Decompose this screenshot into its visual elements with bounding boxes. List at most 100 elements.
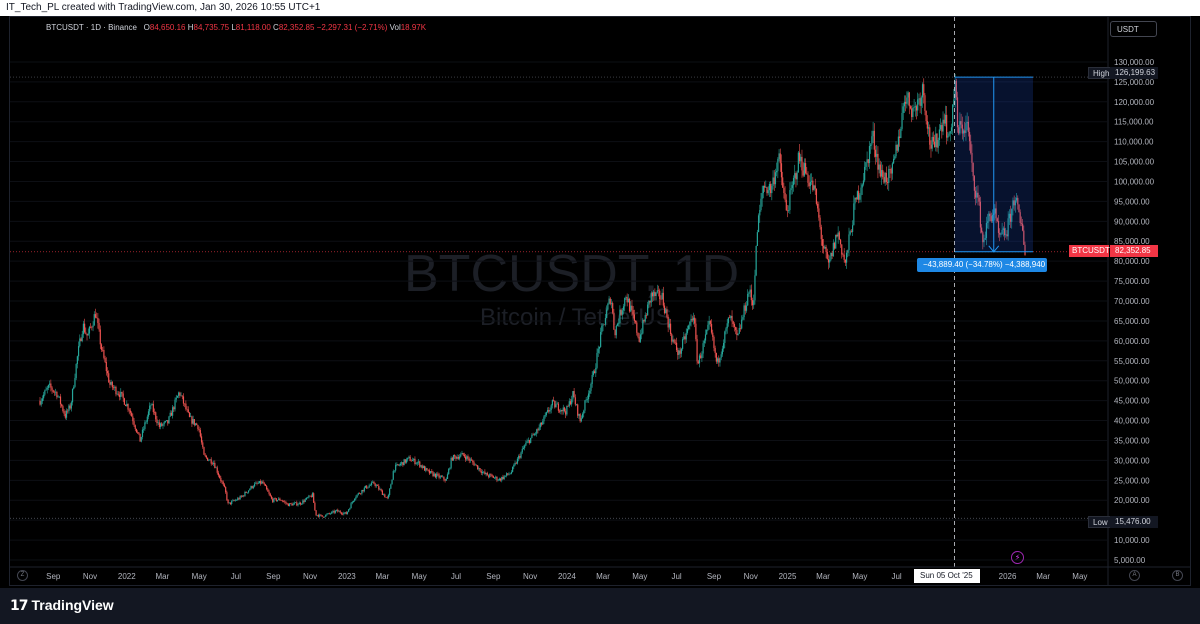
candle-body (438, 474, 440, 478)
measure-tool-label[interactable]: −43,889.40 (−34.78%) −4,388,940 (917, 258, 1047, 272)
time-axis[interactable]: Sep Nov 2022 Mar May Jul Sep Nov 2023 Mar May Jul Se… (9, 566, 1191, 581)
candle-body (492, 476, 494, 478)
candle-body (479, 468, 481, 472)
candle-body (530, 437, 532, 443)
candle-body (59, 396, 62, 405)
candle-body (880, 170, 883, 177)
candle-body (709, 320, 711, 324)
candle-body (573, 391, 575, 398)
candle-body (356, 494, 358, 498)
candle-body (375, 485, 377, 487)
candle-body (894, 156, 896, 159)
candle-body (249, 489, 251, 491)
candle-body (126, 403, 128, 407)
candle-body (472, 460, 474, 463)
currency-unit-button[interactable]: USDT (1110, 21, 1157, 37)
zoom-reset-button[interactable]: Z (17, 570, 28, 581)
candle-body (970, 141, 972, 153)
candle-body (433, 473, 435, 477)
candle-body (485, 472, 487, 475)
candle-body (112, 387, 115, 388)
candle-body (40, 401, 42, 405)
candle-body (878, 164, 880, 170)
time-tick-label: Mar (376, 572, 390, 581)
candle-body (267, 489, 269, 492)
candle-body (252, 486, 254, 488)
candle-body (115, 386, 117, 395)
candle-body (977, 192, 979, 198)
candle-body (288, 503, 291, 507)
candle-body (543, 416, 545, 422)
candle-body (424, 466, 426, 471)
candle-body (933, 141, 936, 148)
candle-body (765, 187, 767, 188)
candle-body (843, 254, 845, 260)
candle-body (853, 203, 855, 226)
time-tick-label: Sep (46, 572, 61, 581)
lightning-icon[interactable]: ⚡ (1011, 551, 1024, 564)
candle-body (695, 323, 697, 340)
candle-body (872, 130, 874, 137)
candle-body (540, 422, 543, 425)
scale-settings-button[interactable]: B (1172, 570, 1183, 581)
candle-body (885, 172, 887, 183)
candle-body (234, 500, 236, 501)
candle-body (405, 459, 408, 463)
candle-body (461, 452, 463, 455)
crosshair-date-label: Sun 05 Oct '25 (914, 569, 980, 583)
candle-body (179, 392, 181, 396)
candle-body (598, 346, 601, 349)
candle-body (247, 490, 250, 493)
price-tick-label: 60,000.00 (1114, 337, 1150, 346)
candle-body (176, 395, 179, 398)
candle-body (997, 220, 1000, 233)
candle-body (920, 97, 922, 106)
price-tick-label: 90,000.00 (1114, 217, 1150, 226)
candle-body (1020, 222, 1022, 224)
candle-body (270, 496, 273, 499)
candle-body (198, 429, 200, 431)
candle-body (932, 136, 934, 142)
candle-body (979, 201, 982, 228)
candle-body (62, 406, 64, 412)
candle-body (944, 114, 947, 124)
candle-body (762, 185, 764, 194)
time-tick-label: Jul (891, 572, 901, 581)
candle-body (71, 388, 74, 403)
candle-body (814, 185, 816, 189)
legend-low-label: L (231, 23, 236, 32)
candle-body (780, 163, 783, 178)
time-tick-label: 2023 (338, 572, 356, 581)
candle-body (567, 406, 569, 407)
time-tick-label: 2026 (999, 572, 1017, 581)
candle-body (390, 484, 392, 489)
candle-body (238, 498, 240, 500)
candle-body (632, 310, 634, 315)
candle-body (502, 476, 504, 480)
candle-body (912, 107, 914, 118)
candle-body (987, 221, 989, 223)
candle-body (481, 471, 484, 474)
time-tick-label: Nov (83, 572, 97, 581)
last-price-symbol: BTCUSDT (1069, 245, 1110, 257)
candle-body (293, 502, 295, 504)
candle-body (575, 404, 578, 406)
candle-body (732, 321, 734, 324)
candle-body (733, 323, 736, 327)
price-axis[interactable]: 5,000.0010,000.0015,000.0020,000.0025,00… (1107, 16, 1155, 586)
footer-bar: 17 TradingView (0, 588, 1200, 624)
auto-scale-button[interactable]: A (1129, 570, 1140, 581)
candle-body (510, 471, 513, 474)
candle-body (169, 412, 171, 417)
candle-body (704, 334, 707, 341)
price-chart[interactable]: 5,000.0010,000.0015,000.0020,000.0025,00… (0, 0, 1200, 588)
candle-body (319, 514, 321, 517)
candle-body (649, 300, 651, 303)
candle-body (827, 259, 830, 263)
candle-body (656, 290, 658, 293)
tradingview-logo[interactable]: 17 TradingView (10, 597, 114, 614)
candle-body (1006, 234, 1008, 237)
price-tick-label: 95,000.00 (1114, 197, 1150, 206)
candle-body (806, 173, 808, 175)
candle-body (358, 493, 361, 494)
